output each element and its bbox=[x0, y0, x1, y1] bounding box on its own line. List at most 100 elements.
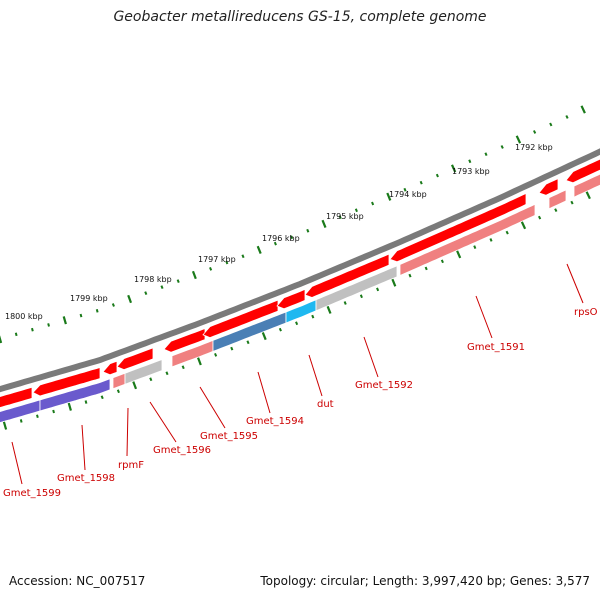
gene-track bbox=[0, 158, 600, 409]
gene-label-gmet-1596: Gmet_1596 bbox=[153, 445, 211, 456]
minor-tick bbox=[424, 266, 428, 271]
minor-tick bbox=[290, 235, 294, 240]
minor-tick bbox=[14, 332, 18, 337]
leader-dut bbox=[308, 354, 323, 397]
major-tick bbox=[132, 381, 138, 390]
major-tick bbox=[196, 357, 202, 366]
minor-tick bbox=[435, 173, 439, 178]
minor-tick bbox=[354, 208, 358, 213]
major-tick bbox=[0, 335, 3, 344]
scale-label-1795: 1795 kbp bbox=[326, 212, 364, 221]
leader-gmet-1594 bbox=[257, 371, 271, 414]
gene-rpmf bbox=[102, 360, 118, 376]
scale-label-1800: 1800 kbp bbox=[5, 312, 43, 321]
major-tick bbox=[326, 305, 332, 314]
leader-gmet-1591 bbox=[475, 295, 493, 339]
outer-tick-track bbox=[0, 105, 586, 344]
genome-summary-text: Topology: circular; Length: 3,997,420 bp… bbox=[260, 574, 590, 588]
minor-tick bbox=[209, 267, 213, 271]
scale-label-1794: 1794 kbp bbox=[389, 190, 427, 199]
gene-gmet-1598 bbox=[32, 366, 101, 397]
gene-label-rpso: rpsO bbox=[574, 307, 598, 318]
minor-tick bbox=[371, 201, 375, 206]
minor-tick bbox=[484, 152, 488, 156]
scale-label-1798: 1798 kbp bbox=[134, 275, 172, 284]
major-tick bbox=[256, 245, 262, 255]
cds-rpmf bbox=[112, 372, 126, 390]
minor-tick bbox=[311, 314, 315, 319]
minor-tick bbox=[408, 273, 412, 278]
minor-tick bbox=[500, 145, 504, 149]
minor-tick bbox=[84, 400, 88, 404]
minor-tick bbox=[31, 327, 34, 332]
major-tick bbox=[62, 316, 67, 325]
major-tick bbox=[191, 270, 197, 280]
scale-label-1792: 1792 kbp bbox=[515, 143, 553, 152]
minor-tick bbox=[116, 389, 120, 394]
scale-label-1799: 1799 kbp bbox=[70, 294, 108, 303]
gene-next bbox=[565, 158, 600, 184]
scale-label-1793: 1793 kbp bbox=[452, 167, 490, 176]
minor-tick bbox=[306, 228, 310, 233]
backbone-line bbox=[0, 148, 600, 393]
minor-tick bbox=[565, 115, 569, 119]
accession-text: Accession: NC_007517 bbox=[9, 574, 146, 588]
minor-tick bbox=[532, 130, 537, 134]
minor-tick bbox=[95, 309, 99, 313]
gene-rpso bbox=[538, 177, 559, 196]
genome-backbone bbox=[0, 148, 600, 393]
minor-tick bbox=[295, 321, 299, 326]
minor-tick bbox=[468, 159, 472, 164]
minor-tick bbox=[343, 301, 347, 305]
minor-tick bbox=[176, 279, 180, 283]
minor-tick bbox=[359, 294, 363, 299]
major-tick bbox=[515, 135, 522, 144]
major-tick bbox=[261, 331, 267, 341]
gene-labels: Gmet_1599 Gmet_1598 rpmF Gmet_1596 Gmet_… bbox=[3, 307, 598, 499]
minor-tick bbox=[149, 377, 153, 382]
cds-gmet-1591 bbox=[399, 203, 536, 277]
leader-gmet-1592 bbox=[363, 336, 379, 378]
scale-label-1797: 1797 kbp bbox=[198, 255, 236, 264]
label-leaders bbox=[11, 263, 584, 485]
minor-tick bbox=[403, 187, 407, 192]
minor-tick bbox=[230, 346, 234, 351]
cds-next bbox=[573, 173, 600, 198]
minor-tick bbox=[278, 327, 282, 332]
gene-label-gmet-1595: Gmet_1595 bbox=[200, 431, 258, 442]
gene-gmet-1595 bbox=[163, 328, 206, 353]
minor-tick bbox=[554, 208, 558, 213]
gene-gmet-1594 bbox=[202, 299, 279, 339]
leader-rpmf bbox=[126, 407, 129, 457]
genome-title: Geobacter metallireducens GS-15, complet… bbox=[113, 9, 487, 25]
gene-label-dut: dut bbox=[317, 399, 334, 410]
minor-tick bbox=[549, 122, 553, 127]
minor-tick bbox=[473, 245, 477, 249]
cds-gmet-1598 bbox=[39, 378, 111, 412]
minor-tick bbox=[165, 371, 169, 376]
minor-tick bbox=[160, 285, 164, 289]
minor-tick bbox=[19, 419, 23, 423]
major-tick bbox=[127, 294, 133, 304]
gene-gmet-1596 bbox=[116, 347, 154, 371]
major-tick bbox=[450, 164, 457, 173]
major-tick bbox=[67, 402, 72, 411]
major-tick bbox=[386, 192, 392, 201]
minor-tick bbox=[214, 353, 218, 357]
gene-label-gmet-1594: Gmet_1594 bbox=[246, 416, 304, 427]
scale-label-1796: 1796 kbp bbox=[262, 234, 300, 243]
minor-tick bbox=[505, 230, 509, 235]
minor-tick bbox=[47, 323, 50, 327]
leader-rpso bbox=[566, 263, 584, 304]
minor-tick bbox=[419, 180, 423, 185]
cds-track bbox=[0, 173, 600, 424]
major-tick bbox=[580, 105, 586, 114]
minor-tick bbox=[570, 200, 574, 205]
gene-label-gmet-1592: Gmet_1592 bbox=[355, 380, 413, 391]
major-tick bbox=[520, 221, 527, 230]
leader-gmet-1598 bbox=[81, 424, 86, 471]
major-tick bbox=[321, 219, 327, 229]
minor-tick bbox=[36, 414, 39, 418]
major-tick bbox=[391, 278, 397, 287]
